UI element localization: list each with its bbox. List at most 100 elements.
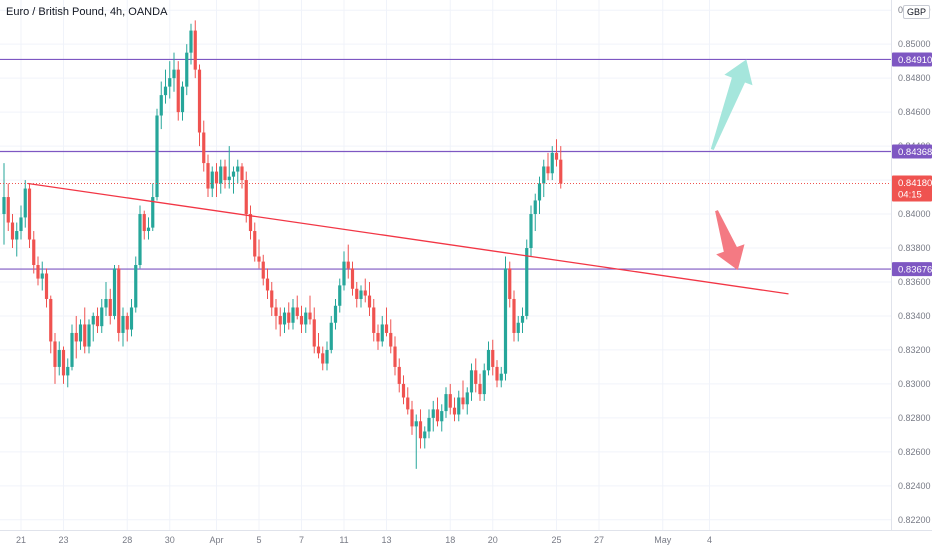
candle-up: [129, 307, 134, 330]
candle-down: [270, 290, 274, 308]
candle-up: [329, 322, 333, 350]
y-tick-label: 0.83400: [898, 311, 931, 321]
candle-down: [261, 261, 265, 279]
x-tick-label: 21: [16, 535, 26, 545]
candle-down: [36, 265, 40, 279]
x-tick-label: 11: [339, 535, 348, 545]
candle-down: [321, 353, 325, 364]
candle-up: [291, 307, 295, 323]
y-tick-label: 0.85000: [898, 39, 931, 49]
candle-up: [537, 183, 542, 201]
candle-up: [516, 322, 520, 333]
candle-up: [151, 197, 155, 228]
candle-up: [159, 95, 163, 116]
candle-up: [423, 431, 427, 439]
candle-up: [525, 248, 529, 316]
candle-down: [257, 256, 261, 262]
candle-up: [380, 324, 384, 342]
candle-down: [244, 180, 248, 215]
candle-down: [508, 268, 512, 299]
candle-up: [180, 86, 185, 113]
candle-down: [117, 268, 121, 333]
level-price-tag: [892, 144, 932, 159]
candle-up: [486, 349, 491, 371]
x-tick-label: May: [654, 535, 672, 545]
candle-up: [227, 176, 231, 181]
candle-up: [78, 324, 83, 342]
candle-up: [469, 370, 474, 393]
candle-up: [503, 268, 508, 374]
candle-down: [27, 188, 32, 240]
level-price-tag: [892, 262, 932, 277]
candle-down: [401, 383, 406, 398]
candle-down: [197, 69, 202, 133]
candle-down: [206, 163, 210, 189]
candle-down: [202, 132, 206, 164]
candle-down: [142, 214, 146, 232]
candle-down: [372, 307, 376, 333]
candle-up: [231, 171, 236, 177]
candle-down: [389, 332, 393, 347]
candle-down: [376, 332, 380, 342]
candle-up: [282, 312, 287, 325]
candle-down: [554, 152, 559, 160]
y-tick-label: 0.84600: [898, 107, 931, 117]
arrow-up-icon: [710, 59, 753, 150]
candle-down: [61, 349, 66, 376]
candle-down: [435, 409, 440, 422]
candle-down: [295, 307, 299, 316]
currency-badge[interactable]: GBP: [903, 5, 931, 19]
candle-down: [512, 298, 516, 333]
candle-up: [550, 152, 554, 174]
candle-down: [32, 239, 36, 265]
candle-down: [214, 171, 219, 184]
candle-down: [44, 273, 49, 299]
time-axis[interactable]: 21 23 28 30 Apr 5 7 11 13 18 20 25 27 May 4: [16, 535, 712, 545]
candle-down: [397, 366, 401, 384]
y-tick-label: 0.83800: [898, 243, 931, 253]
symbol-title[interactable]: Euro / British Pound, 4h, OANDA: [6, 6, 168, 18]
last-price-tag: [892, 175, 932, 202]
y-tick-label: 0.82600: [898, 447, 931, 457]
candle-down: [95, 315, 100, 327]
candle-down: [193, 30, 197, 70]
candle-up: [414, 421, 418, 427]
x-tick-label: 30: [165, 535, 175, 545]
candle-up: [529, 214, 533, 249]
candle-down: [308, 312, 312, 320]
candle-up: [533, 200, 537, 215]
candle-down: [83, 324, 87, 347]
x-tick-label: Apr: [209, 535, 223, 545]
candle-down: [491, 349, 495, 367]
candle-down: [74, 332, 78, 342]
last-price-label: 0.84180: [898, 178, 932, 189]
candle-down: [274, 307, 278, 316]
candle-up: [520, 315, 525, 323]
candle-up: [185, 52, 189, 87]
candle-down: [287, 312, 291, 323]
candle-down: [546, 166, 550, 174]
candle-up: [19, 217, 23, 232]
x-tick-label: 4: [707, 535, 712, 545]
level-price-label: 0.84368: [898, 147, 932, 158]
candle-up: [219, 166, 223, 184]
y-tick-label: 0.84800: [898, 73, 931, 83]
level-price-tag: [892, 52, 932, 67]
candle-up: [146, 227, 151, 232]
y-tick-label: 0.82800: [898, 413, 931, 423]
candle-down: [495, 366, 499, 381]
candle-down: [240, 166, 244, 181]
candle-up: [440, 411, 444, 422]
x-tick-label: 18: [445, 535, 455, 545]
candle-down: [299, 315, 304, 325]
candle-down: [384, 324, 389, 333]
candle-up: [342, 261, 346, 286]
candle-up: [338, 285, 342, 306]
x-tick-label: 28: [122, 535, 132, 545]
candlesticks: [2, 20, 563, 469]
candle-down: [452, 407, 457, 415]
arrow-down-icon: [715, 210, 745, 271]
candle-down: [448, 394, 452, 408]
candle-down: [253, 231, 257, 257]
